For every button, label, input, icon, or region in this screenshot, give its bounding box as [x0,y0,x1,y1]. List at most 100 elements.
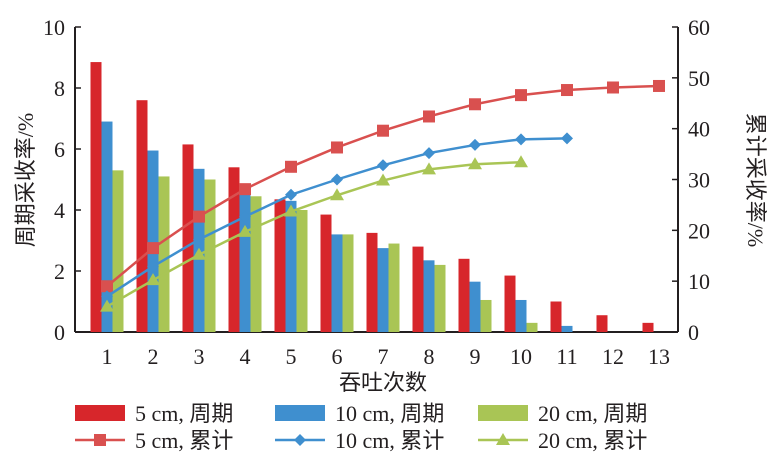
x-tick-label: 8 [424,344,435,369]
bar-1-11 [550,301,562,332]
x-tick-label: 2 [148,344,159,369]
bar-3-5 [296,210,308,332]
legend-marker [94,434,106,446]
bar-2-6 [331,234,343,332]
bar-3-2 [158,176,170,332]
y2-tick-label: 60 [688,15,710,40]
point-2-2 [147,260,159,273]
bar-3-1 [112,170,124,332]
point-3-5 [284,204,298,217]
point-1-2 [147,242,159,255]
bar-1-9 [458,258,470,332]
y-tick-label: 4 [54,198,65,223]
y2-tick-label: 50 [688,66,710,91]
point-1-12 [607,81,619,94]
y-tick-label: 6 [54,137,65,162]
bar-3-8 [434,264,446,332]
bar-3-4 [250,196,262,332]
point-1-7 [377,124,389,137]
x-tick-label: 13 [648,344,670,369]
x-tick-label: 11 [556,344,577,369]
legend-label: 20 cm, 累计 [538,428,647,453]
y-axis-label: 周期采收率/% [13,113,38,247]
point-1-13 [653,79,665,92]
y2-tick-label: 20 [688,218,710,243]
point-2-5 [285,188,297,201]
legend-swatch-bar [75,405,125,421]
point-2-3 [193,233,205,246]
bar-3-3 [204,179,216,332]
legend-label: 10 cm, 周期 [335,401,444,426]
bar-1-3 [182,144,194,332]
legend-label: 5 cm, 周期 [135,401,233,426]
point-1-6 [331,141,343,154]
x-tick-label: 4 [240,344,251,369]
point-2-11 [561,132,573,145]
legend-swatch-bar [478,405,528,421]
point-3-1 [100,299,114,312]
point-3-8 [422,162,436,175]
y-tick-label: 2 [54,259,65,284]
legend-label: 10 cm, 累计 [335,428,444,453]
bar-1-6 [320,214,332,332]
point-1-4 [239,183,251,196]
y2-tick-label: 10 [688,269,710,294]
point-3-9 [468,157,482,170]
point-2-10 [515,133,527,146]
bar-2-7 [377,248,389,332]
bar-3-7 [388,243,400,332]
point-3-10 [514,155,528,168]
line-series-3 [106,160,522,308]
x-axis-label: 吞吐次数 [339,370,427,395]
point-1-8 [423,110,435,123]
y2-tick-label: 40 [688,117,710,142]
bar-3-6 [342,234,354,332]
x-tick-label: 7 [378,344,389,369]
bar-1-13 [642,322,654,332]
bar-2-9 [469,281,481,332]
point-1-5 [285,160,297,173]
x-tick-label: 1 [102,344,113,369]
point-1-9 [469,98,481,111]
point-3-4 [238,224,252,237]
bar-3-10 [526,322,538,332]
x-tick-label: 6 [332,344,343,369]
bar-2-1 [101,121,113,332]
y2-tick-label: 0 [688,320,699,345]
legend-label: 5 cm, 累计 [135,428,233,453]
point-2-9 [469,138,481,151]
point-3-3 [192,247,206,260]
x-tick-label: 9 [470,344,481,369]
point-2-4 [239,210,251,223]
y-tick-label: 8 [54,76,65,101]
y-tick-label: 0 [54,320,65,345]
bar-2-5 [285,200,297,332]
bar-1-8 [412,246,424,332]
bar-1-4 [228,167,240,332]
point-1-1 [101,280,113,293]
y2-tick-label: 30 [688,168,710,193]
bar-2-8 [423,260,435,332]
point-1-10 [515,89,527,102]
bar-1-1 [90,62,102,332]
bar-1-2 [136,100,148,332]
bar-1-10 [504,275,516,332]
point-3-2 [146,273,160,286]
point-2-7 [377,159,389,172]
bar-3-9 [480,299,492,332]
bar-2-4 [239,194,251,332]
legend-swatch-bar [275,405,325,421]
point-3-7 [376,173,390,186]
bar-2-2 [147,150,159,332]
point-2-8 [423,147,435,160]
legend-marker [294,434,306,446]
x-tick-label: 10 [510,344,532,369]
point-2-6 [331,173,343,186]
legend-label: 20 cm, 周期 [538,401,647,426]
bar-1-7 [366,232,378,332]
point-3-6 [330,188,344,201]
y2-axis-label: 累计采收率/% [743,113,768,247]
bar-2-11 [561,325,573,332]
